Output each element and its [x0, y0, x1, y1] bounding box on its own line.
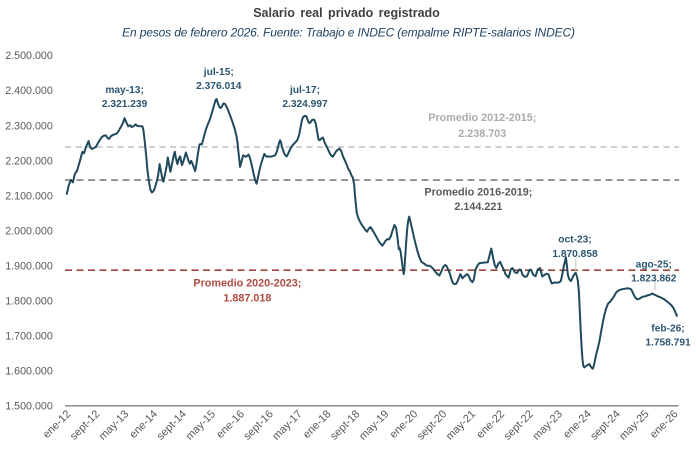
svg-text:2.324.997: 2.324.997 — [282, 99, 328, 110]
svg-text:Promedio 2020-2023;: Promedio 2020-2023; — [193, 278, 301, 290]
svg-text:2.200.000: 2.200.000 — [5, 155, 53, 167]
svg-text:1.500.000: 1.500.000 — [5, 401, 53, 413]
svg-text:1.800.000: 1.800.000 — [5, 295, 53, 307]
svg-text:2.100.000: 2.100.000 — [5, 190, 53, 202]
svg-text:Promedio 2016-2019;: Promedio 2016-2019; — [424, 187, 532, 199]
svg-text:En pesos de febrero 2026. Fuen: En pesos de febrero 2026. Fuente: Trabaj… — [122, 25, 575, 39]
svg-text:1.823.862: 1.823.862 — [631, 274, 677, 285]
svg-text:1.600.000: 1.600.000 — [5, 366, 53, 378]
svg-text:1.900.000: 1.900.000 — [5, 260, 53, 272]
svg-text:ago-25;: ago-25; — [636, 260, 672, 271]
svg-text:1.700.000: 1.700.000 — [5, 330, 53, 342]
svg-text:2.238.703: 2.238.703 — [458, 128, 506, 140]
svg-text:1.758.791: 1.758.791 — [645, 338, 691, 349]
svg-text:may-13;: may-13; — [105, 85, 144, 96]
svg-text:2.500.000: 2.500.000 — [5, 50, 53, 62]
svg-text:2.376.014: 2.376.014 — [196, 81, 242, 92]
svg-text:2.321.239: 2.321.239 — [102, 99, 148, 110]
svg-text:1.887.018: 1.887.018 — [223, 293, 271, 305]
svg-text:2.300.000: 2.300.000 — [5, 120, 53, 132]
svg-text:Salario real privado registrad: Salario real privado registrado — [253, 6, 440, 20]
svg-text:Promedio 2012-2015;: Promedio 2012-2015; — [428, 112, 536, 124]
svg-text:2.144.221: 2.144.221 — [454, 201, 502, 213]
svg-text:1.870.858: 1.870.858 — [552, 249, 598, 260]
svg-text:2.000.000: 2.000.000 — [5, 225, 53, 237]
svg-text:feb-26;: feb-26; — [651, 324, 684, 335]
svg-text:jul-15;: jul-15; — [203, 67, 234, 78]
svg-text:oct-23;: oct-23; — [558, 235, 591, 246]
svg-text:jul-17;: jul-17; — [289, 85, 320, 96]
svg-text:2.400.000: 2.400.000 — [5, 85, 53, 97]
